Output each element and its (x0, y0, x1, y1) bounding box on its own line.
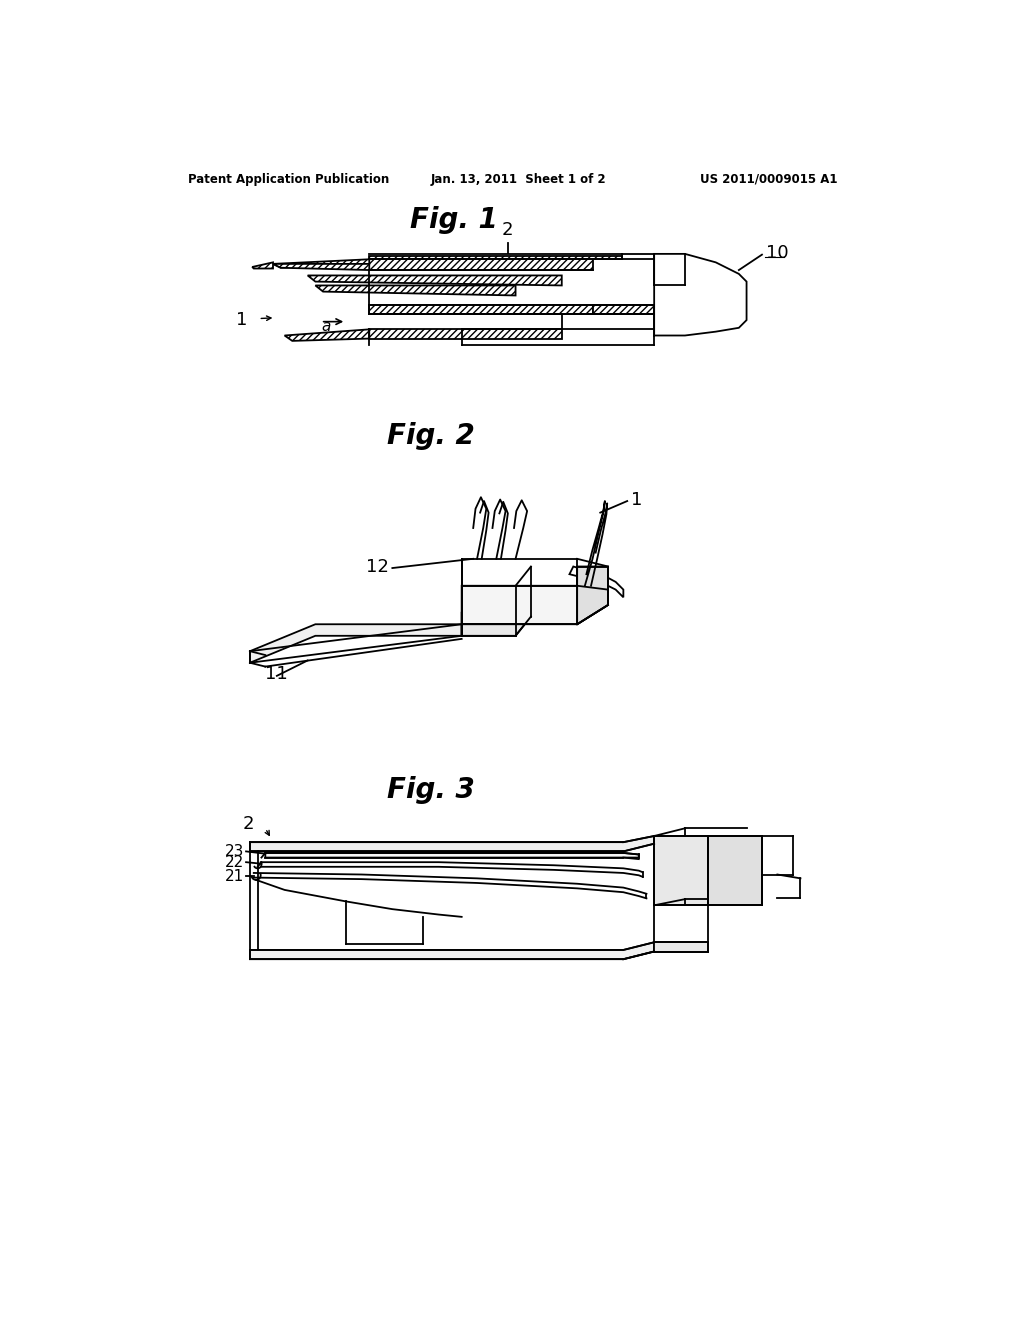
Text: 1: 1 (237, 312, 248, 329)
Text: 11: 11 (265, 665, 288, 684)
Polygon shape (462, 586, 608, 624)
Polygon shape (273, 264, 370, 271)
Polygon shape (285, 330, 370, 341)
Text: 12: 12 (366, 557, 388, 576)
Text: 2: 2 (243, 816, 254, 833)
Polygon shape (252, 263, 273, 268)
Polygon shape (654, 836, 708, 906)
Polygon shape (250, 942, 654, 960)
Polygon shape (462, 615, 477, 636)
Polygon shape (307, 276, 562, 285)
Text: Fig. 3: Fig. 3 (387, 776, 475, 804)
Text: Patent Application Publication: Patent Application Publication (188, 173, 389, 186)
Polygon shape (654, 253, 746, 335)
Text: 21: 21 (225, 869, 245, 883)
Text: a: a (322, 318, 331, 334)
Text: 22: 22 (225, 854, 245, 870)
Text: 2: 2 (502, 222, 514, 239)
Polygon shape (250, 624, 462, 663)
Polygon shape (250, 836, 654, 851)
Polygon shape (462, 612, 531, 636)
Polygon shape (315, 285, 515, 296)
Polygon shape (273, 259, 370, 268)
Polygon shape (265, 853, 639, 858)
Polygon shape (578, 566, 608, 624)
Polygon shape (654, 942, 708, 952)
Text: US 2011/0009015 A1: US 2011/0009015 A1 (700, 173, 838, 186)
Polygon shape (593, 305, 654, 314)
Text: 10: 10 (766, 244, 788, 263)
Text: Fig. 1: Fig. 1 (410, 206, 498, 234)
Text: 1: 1 (631, 491, 642, 508)
Polygon shape (708, 836, 762, 906)
Text: 23: 23 (225, 843, 245, 859)
Polygon shape (370, 330, 562, 339)
Text: Jan. 13, 2011  Sheet 1 of 2: Jan. 13, 2011 Sheet 1 of 2 (431, 173, 606, 186)
Text: Fig. 2: Fig. 2 (387, 421, 475, 450)
Polygon shape (370, 259, 593, 271)
Polygon shape (370, 256, 622, 259)
Polygon shape (370, 305, 593, 314)
